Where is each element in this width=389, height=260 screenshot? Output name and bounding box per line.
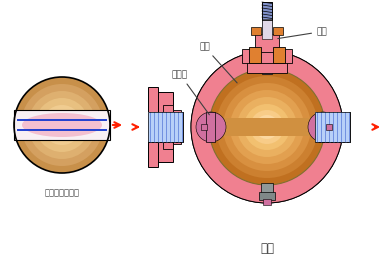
Bar — [251, 27, 261, 35]
Bar — [262, 2, 272, 20]
Bar — [315, 112, 350, 142]
Circle shape — [209, 69, 325, 185]
Text: 阀杆: 阀杆 — [278, 27, 328, 38]
Circle shape — [191, 51, 343, 203]
Circle shape — [255, 115, 279, 139]
Bar — [273, 47, 285, 63]
Bar — [261, 183, 273, 193]
Text: 密封座: 密封座 — [172, 70, 209, 115]
Circle shape — [244, 104, 290, 150]
Bar — [209, 118, 325, 136]
Circle shape — [49, 112, 75, 138]
Circle shape — [308, 112, 338, 142]
Circle shape — [191, 51, 343, 203]
Text: 球体俯视剖面图: 球体俯视剖面图 — [44, 188, 79, 198]
Bar — [148, 112, 183, 142]
Bar — [319, 112, 328, 142]
Circle shape — [35, 98, 89, 152]
Bar — [249, 47, 261, 63]
Bar — [273, 27, 283, 35]
Bar — [148, 112, 183, 142]
Bar — [148, 87, 158, 167]
Bar — [274, 92, 292, 162]
Bar — [315, 112, 350, 142]
Bar — [173, 110, 181, 144]
Bar — [292, 87, 302, 167]
Circle shape — [21, 84, 103, 166]
Ellipse shape — [22, 113, 102, 137]
Bar — [259, 192, 275, 200]
Circle shape — [14, 77, 110, 173]
Bar — [201, 124, 207, 130]
Bar — [262, 2, 272, 74]
Text: 球阀: 球阀 — [260, 242, 274, 255]
Bar — [14, 110, 110, 140]
Bar — [267, 110, 275, 144]
Bar — [206, 112, 215, 142]
Circle shape — [216, 76, 318, 178]
Bar — [255, 34, 279, 52]
Bar — [148, 112, 183, 142]
Bar — [155, 92, 173, 162]
Circle shape — [237, 97, 297, 157]
Circle shape — [223, 83, 311, 171]
Circle shape — [250, 110, 284, 144]
Bar — [315, 112, 350, 142]
Bar — [14, 110, 110, 140]
Bar — [163, 105, 173, 149]
Bar — [247, 61, 287, 73]
Bar — [262, 19, 272, 39]
Bar — [263, 199, 271, 205]
Circle shape — [196, 112, 226, 142]
Bar — [242, 49, 292, 63]
Circle shape — [28, 91, 96, 159]
Text: 球体: 球体 — [199, 42, 237, 83]
Circle shape — [42, 105, 82, 145]
Circle shape — [230, 90, 304, 164]
Bar — [326, 124, 332, 130]
Bar — [277, 105, 287, 149]
Circle shape — [54, 117, 70, 133]
